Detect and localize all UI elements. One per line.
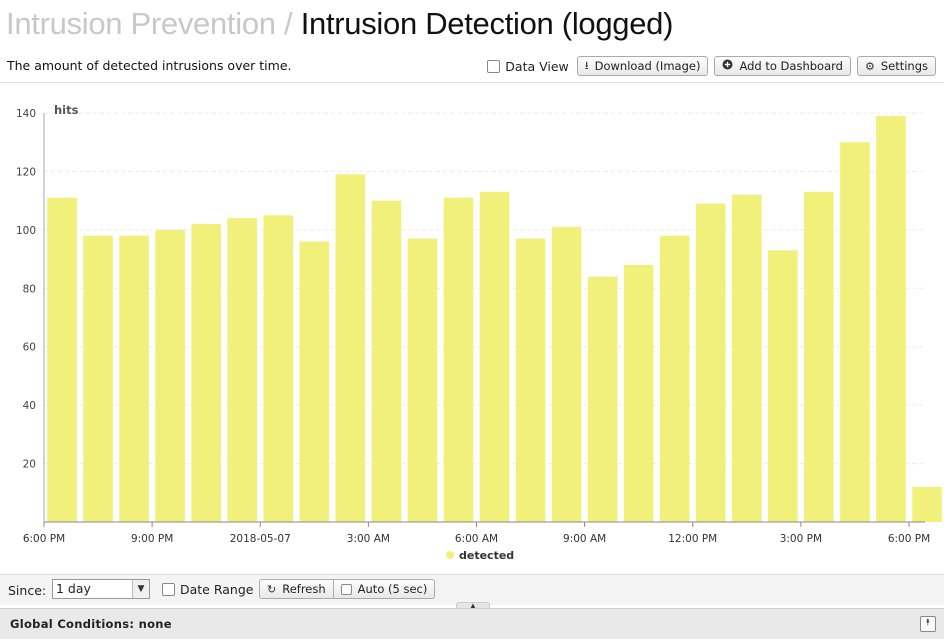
x-tick-label: 3:00 PM (780, 533, 822, 545)
settings-button[interactable]: ⚙ Settings (856, 56, 936, 76)
global-conditions-bar[interactable]: Global Conditions: none ⯭ (0, 608, 944, 639)
auto-refresh-label: Auto (5 sec) (357, 582, 428, 596)
chart-container: 20 40 60 80 100 120 140 hits 6:00 PM 9:00 PM 2018-… (0, 82, 944, 575)
bar-2018-05-07 07:00 (515, 238, 546, 522)
bar-2018-05-07 09:00 (587, 276, 618, 522)
bar-2018-05-07 16:00 (840, 142, 870, 522)
bar-2018-05-07 12:00 (695, 203, 726, 523)
x-tick-label: 9:00 PM (131, 533, 173, 545)
auto-refresh-button[interactable]: Auto (5 sec) (333, 579, 436, 599)
data-view-checkbox[interactable] (487, 59, 501, 73)
chevron-down-icon[interactable]: ▼ (132, 580, 149, 598)
refresh-button[interactable]: ↻ Refresh (259, 579, 334, 599)
y-axis-label: hits (54, 103, 79, 117)
breadcrumb-separator: / (284, 6, 293, 41)
add-to-dashboard-label: Add to Dashboard (739, 59, 843, 73)
report-toolbar: Data View ⭳ Download (Image) Add to Dash… (487, 55, 936, 77)
download-label: Download (Image) (594, 59, 701, 73)
settings-label: Settings (880, 59, 928, 73)
bar-2018-05-06 23:00 (227, 218, 258, 522)
page-header: Intrusion Prevention / Intrusion Detecti… (0, 0, 944, 48)
chevron-up-icon[interactable]: ⯭ (920, 616, 936, 632)
download-icon: ⭳ (584, 58, 589, 72)
x-tick-label: 3:00 AM (347, 533, 390, 545)
download-image-button[interactable]: ⭳ Download (Image) (576, 56, 709, 76)
y-tick-label: 20 (23, 459, 36, 471)
bar-2018-05-06 18:00 (47, 197, 77, 522)
bar-2018-05-07 11:00 (659, 235, 690, 522)
y-tick-label: 140 (16, 108, 36, 120)
bar-2018-05-07 01:00 (299, 241, 330, 523)
data-view-toggle[interactable]: Data View (487, 58, 569, 74)
since-label: Since: (8, 583, 47, 598)
global-conditions-label: Global Conditions: none (10, 617, 172, 631)
since-select[interactable]: 1 day ▼ (52, 579, 150, 599)
y-tick-label: 60 (23, 342, 36, 354)
refresh-controls: ↻ Refresh Auto (5 sec) (259, 579, 436, 599)
x-tick-label: 12:00 PM (668, 533, 717, 545)
bar-2018-05-07 15:00 (804, 191, 834, 522)
breadcrumb-intrusion-prevention[interactable]: Intrusion Prevention (6, 6, 276, 41)
page-title: Intrusion Prevention / Intrusion Detecti… (6, 6, 673, 42)
bar-2018-05-07 00:00 (263, 215, 294, 522)
y-tick-label: 100 (16, 225, 36, 237)
legend-swatch (446, 551, 454, 559)
bar-2018-05-07 08:00 (551, 226, 582, 522)
x-tick-label: 6:00 PM (888, 533, 930, 545)
date-range-label: Date Range (180, 582, 254, 597)
x-tick-label: 9:00 AM (563, 533, 606, 545)
since-value: 1 day (56, 581, 91, 596)
bar-2018-05-07 13:00 (732, 194, 762, 523)
plus-circle-icon (722, 59, 733, 73)
y-tick-label: 80 (23, 283, 36, 295)
report-title: Intrusion Detection (logged) (300, 6, 674, 41)
bar-2018-05-07 17:00 (876, 115, 906, 522)
x-tick-label: 6:00 AM (455, 533, 498, 545)
gear-icon: ⚙ (864, 59, 875, 73)
y-tick-label: 120 (16, 166, 36, 178)
bar-2018-05-07 06:00 (479, 191, 510, 522)
report-footer: Since: 1 day ▼ Date Range ↻ Refresh Auto… (0, 574, 944, 605)
bar-2018-05-07 14:00 (768, 250, 798, 523)
add-to-dashboard-button[interactable]: Add to Dashboard (714, 56, 851, 76)
x-tick-label: 2018-05-07 (230, 533, 291, 545)
bar-2018-05-06 20:00 (119, 235, 149, 522)
x-tick-label: 6:00 PM (23, 533, 65, 545)
y-tick-label: 40 (23, 400, 36, 412)
bar-2018-05-07 03:00 (371, 200, 402, 522)
auto-refresh-checkbox[interactable] (340, 583, 352, 595)
legend-label: detected (459, 549, 514, 562)
bar-2018-05-07 02:00 (335, 174, 366, 522)
bar-2018-05-06 21:00 (155, 229, 185, 522)
bar-2018-05-07 18:00 (912, 486, 942, 522)
refresh-icon: ↻ (267, 582, 277, 596)
bar-2018-05-06 19:00 (83, 235, 113, 522)
data-view-label: Data View (505, 58, 569, 74)
refresh-label: Refresh (282, 582, 326, 596)
bar-2018-05-07 04:00 (407, 238, 438, 522)
bar-2018-05-07 05:00 (443, 197, 474, 522)
report-description: The amount of detected intrusions over t… (7, 58, 292, 73)
bar-2018-05-07 10:00 (623, 264, 654, 522)
date-range-checkbox[interactable] (162, 583, 175, 596)
resize-handle[interactable]: ▲ (456, 602, 490, 610)
intrusions-bar-chart[interactable]: 20 40 60 80 100 120 140 hits 6:00 PM 9:00 PM 2018-… (0, 83, 944, 575)
date-range-toggle[interactable]: Date Range (162, 582, 253, 597)
bar-2018-05-06 22:00 (191, 224, 221, 522)
